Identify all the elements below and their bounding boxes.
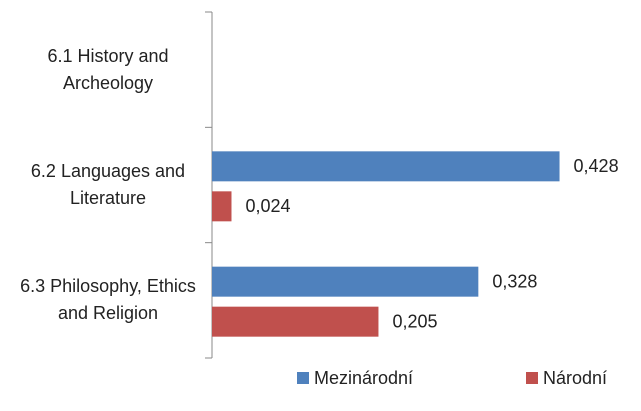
data-label: 0,328 <box>492 271 537 291</box>
bar <box>212 191 232 222</box>
bar <box>212 306 379 337</box>
data-label: 0,205 <box>392 311 437 331</box>
legend-label: Národní <box>543 368 607 388</box>
legend-swatch <box>297 372 309 384</box>
y-tick-label: 6.1 History and Archeology <box>47 45 169 93</box>
bar <box>212 151 560 182</box>
legend-swatch <box>526 372 538 384</box>
legend-label: Mezinárodní <box>314 368 413 388</box>
data-label: 0,428 <box>574 156 619 176</box>
y-tick-label: 6.2 Languages and Literature <box>30 161 186 208</box>
data-label: 0,024 <box>245 196 290 216</box>
bar <box>212 266 479 297</box>
y-tick-label: 6.3 Philosophy, Ethics and Religion <box>20 276 196 324</box>
